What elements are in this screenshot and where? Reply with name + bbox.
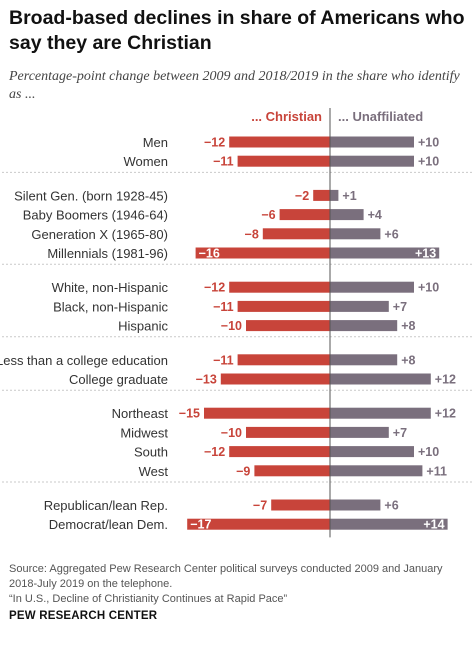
value-label-unaffiliated: +7 bbox=[393, 300, 407, 314]
value-label-unaffiliated: +12 bbox=[435, 373, 456, 387]
value-label-christian: −12 bbox=[204, 136, 225, 150]
bar-christian bbox=[271, 499, 330, 511]
value-label-unaffiliated: +6 bbox=[384, 499, 398, 513]
header-unaffiliated: ... Unaffiliated bbox=[338, 109, 423, 124]
value-label-unaffiliated: +13 bbox=[415, 247, 436, 261]
value-label-christian: −10 bbox=[221, 426, 242, 440]
bar-christian bbox=[229, 446, 330, 458]
bar-christian bbox=[254, 465, 330, 477]
value-label-unaffiliated: +1 bbox=[342, 189, 356, 203]
row-label: Republican/lean Rep. bbox=[44, 498, 168, 513]
value-label-christian: −15 bbox=[179, 407, 200, 421]
value-label-unaffiliated: +10 bbox=[418, 445, 439, 459]
value-label-christian: −7 bbox=[253, 499, 267, 513]
value-label-unaffiliated: +8 bbox=[401, 319, 415, 333]
chart-title: Broad-based declines in share of America… bbox=[9, 7, 465, 54]
row-label: West bbox=[139, 464, 169, 479]
bar-unaffiliated bbox=[330, 247, 440, 259]
row-label: Hispanic bbox=[118, 319, 168, 334]
value-label-christian: −17 bbox=[190, 518, 211, 532]
value-label-christian: −9 bbox=[236, 464, 250, 478]
bar-christian bbox=[229, 281, 330, 293]
value-label-unaffiliated: +10 bbox=[418, 155, 439, 169]
bar-unaffiliated bbox=[330, 465, 423, 477]
value-label-unaffiliated: +6 bbox=[384, 227, 398, 241]
bar-christian bbox=[237, 354, 330, 366]
bar-christian bbox=[237, 300, 330, 312]
value-label-unaffiliated: +4 bbox=[368, 208, 382, 222]
chart-subtitle: Percentage-point change between 2009 and… bbox=[9, 69, 460, 102]
row-label: Silent Gen. (born 1928-45) bbox=[14, 188, 168, 203]
bar-unaffiliated bbox=[330, 281, 414, 293]
value-label-unaffiliated: +11 bbox=[426, 464, 447, 478]
value-label-christian: −10 bbox=[221, 319, 242, 333]
value-label-unaffiliated: +10 bbox=[418, 281, 439, 295]
value-label-unaffiliated: +8 bbox=[401, 353, 415, 367]
bar-unaffiliated bbox=[330, 209, 364, 221]
row-label: South bbox=[134, 445, 168, 460]
header-christian: ... Christian bbox=[251, 109, 322, 124]
source-note: Source: Aggregated Pew Research Center p… bbox=[9, 562, 469, 607]
row-label: Midwest bbox=[120, 425, 168, 440]
row-label: Democrat/lean Dem. bbox=[49, 517, 168, 532]
row-label: Baby Boomers (1946-64) bbox=[23, 208, 168, 223]
bar-unaffiliated bbox=[330, 426, 389, 438]
row-label: Men bbox=[143, 135, 168, 150]
bar-unaffiliated bbox=[330, 499, 381, 511]
source-line-3: “In U.S., Decline of Christianity Contin… bbox=[9, 593, 288, 605]
value-label-christian: −11 bbox=[213, 353, 234, 367]
diverging-bar-chart: ... Christian ... Unaffiliated Men −12 +10 Wo… bbox=[0, 108, 472, 538]
value-label-unaffiliated: +14 bbox=[423, 518, 444, 532]
value-label-unaffiliated: +7 bbox=[393, 426, 407, 440]
bar-unaffiliated bbox=[330, 407, 431, 419]
value-label-christian: −16 bbox=[199, 247, 220, 261]
bar-christian bbox=[187, 518, 330, 530]
row-label: Millennials (1981-96) bbox=[47, 246, 168, 261]
source-line-2: 2018-July 2019 on the telephone. bbox=[9, 578, 173, 590]
bar-christian bbox=[237, 155, 330, 167]
bar-unaffiliated bbox=[330, 300, 389, 312]
bar-christian bbox=[220, 373, 330, 385]
brand-footer: PEW RESEARCH CENTER bbox=[9, 610, 158, 622]
bar-unaffiliated bbox=[330, 228, 381, 240]
row-label: Northeast bbox=[112, 406, 169, 421]
row-label: Generation X (1965-80) bbox=[31, 227, 168, 242]
row-label: White, non-Hispanic bbox=[52, 280, 169, 295]
value-label-christian: −8 bbox=[245, 227, 259, 241]
row-label: College graduate bbox=[69, 372, 168, 387]
bar-christian bbox=[195, 247, 330, 259]
value-label-christian: −11 bbox=[213, 155, 234, 169]
value-label-unaffiliated: +10 bbox=[418, 136, 439, 150]
bar-unaffiliated bbox=[330, 155, 414, 167]
row-label: Women bbox=[123, 154, 168, 169]
value-label-christian: −12 bbox=[204, 445, 225, 459]
bar-christian bbox=[246, 320, 330, 332]
row-label: Less than a college education bbox=[0, 353, 168, 368]
source-line-1: Source: Aggregated Pew Research Center p… bbox=[9, 563, 443, 575]
bar-christian bbox=[204, 407, 330, 419]
bar-unaffiliated bbox=[330, 189, 339, 201]
bar-christian bbox=[246, 426, 330, 438]
bar-unaffiliated bbox=[330, 354, 398, 366]
bar-unaffiliated bbox=[330, 446, 414, 458]
value-label-unaffiliated: +12 bbox=[435, 407, 456, 421]
bar-christian bbox=[262, 228, 330, 240]
row-label: Black, non-Hispanic bbox=[53, 299, 168, 314]
bar-unaffiliated bbox=[330, 373, 431, 385]
value-label-christian: −11 bbox=[213, 300, 234, 314]
value-label-christian: −13 bbox=[196, 373, 217, 387]
value-label-christian: −6 bbox=[261, 208, 275, 222]
bar-unaffiliated bbox=[330, 320, 398, 332]
bar-christian bbox=[313, 189, 330, 201]
value-label-christian: −12 bbox=[204, 281, 225, 295]
bar-unaffiliated bbox=[330, 518, 448, 530]
value-label-christian: −2 bbox=[295, 189, 309, 203]
bar-christian bbox=[229, 136, 330, 148]
bar-christian bbox=[279, 209, 330, 221]
bar-unaffiliated bbox=[330, 136, 414, 148]
